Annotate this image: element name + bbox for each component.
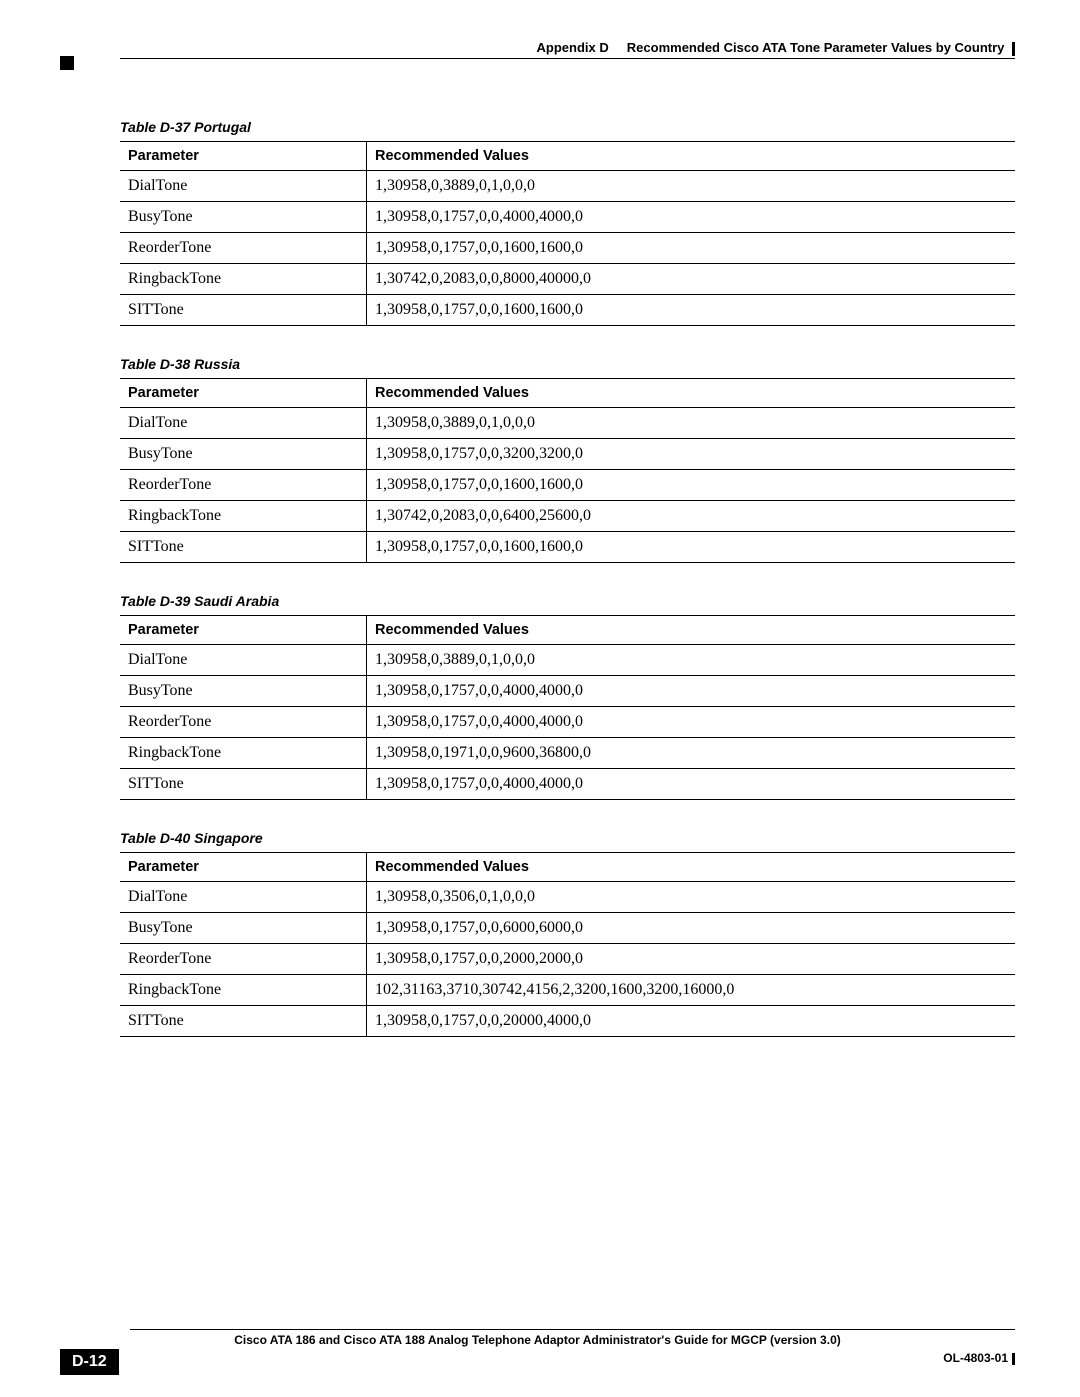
table-row: BusyTone1,30958,0,1757,0,0,4000,4000,0 (120, 201, 1015, 232)
table-caption: Table D-40 Singapore (120, 830, 1015, 846)
cell-parameter: BusyTone (120, 201, 367, 232)
table-row: SITTone1,30958,0,1757,0,0,4000,4000,0 (120, 768, 1015, 799)
table-row: RingbackTone102,31163,3710,30742,4156,2,… (120, 974, 1015, 1005)
cell-parameter: ReorderTone (120, 469, 367, 500)
cell-value: 1,30958,0,1757,0,0,6000,6000,0 (367, 912, 1016, 943)
table-caption: Table D-37 Portugal (120, 119, 1015, 135)
cell-value: 1,30742,0,2083,0,0,8000,40000,0 (367, 263, 1016, 294)
cell-parameter: RingbackTone (120, 974, 367, 1005)
table-row: ReorderTone1,30958,0,1757,0,0,1600,1600,… (120, 232, 1015, 263)
cell-value: 102,31163,3710,30742,4156,2,3200,1600,32… (367, 974, 1016, 1005)
cell-parameter: DialTone (120, 407, 367, 438)
cell-value: 1,30958,0,1757,0,0,2000,2000,0 (367, 943, 1016, 974)
cell-parameter: ReorderTone (120, 706, 367, 737)
cell-value: 1,30958,0,1757,0,0,1600,1600,0 (367, 469, 1016, 500)
col-header-parameter: Parameter (120, 378, 367, 407)
cell-parameter: RingbackTone (120, 737, 367, 768)
cell-parameter: BusyTone (120, 438, 367, 469)
cell-value: 1,30958,0,3889,0,1,0,0,0 (367, 407, 1016, 438)
page-header: Appendix D Recommended Cisco ATA Tone Pa… (120, 40, 1015, 59)
cell-parameter: DialTone (120, 170, 367, 201)
cell-value: 1,30958,0,1757,0,0,4000,4000,0 (367, 706, 1016, 737)
page-footer: Cisco ATA 186 and Cisco ATA 188 Analog T… (60, 1329, 1015, 1365)
cell-value: 1,30958,0,1757,0,0,1600,1600,0 (367, 531, 1016, 562)
table-row: SITTone1,30958,0,1757,0,0,20000,4000,0 (120, 1005, 1015, 1036)
decorative-marker (60, 56, 74, 70)
table-row: BusyTone1,30958,0,1757,0,0,4000,4000,0 (120, 675, 1015, 706)
col-header-values: Recommended Values (367, 852, 1016, 881)
table-row: DialTone1,30958,0,3889,0,1,0,0,0 (120, 407, 1015, 438)
col-header-parameter: Parameter (120, 852, 367, 881)
cell-parameter: ReorderTone (120, 232, 367, 263)
cell-parameter: BusyTone (120, 912, 367, 943)
parameter-table: ParameterRecommended ValuesDialTone1,309… (120, 852, 1015, 1037)
doc-id: OL-4803-01 (943, 1351, 1015, 1365)
table-row: DialTone1,30958,0,3889,0,1,0,0,0 (120, 170, 1015, 201)
cell-value: 1,30958,0,1757,0,0,4000,4000,0 (367, 768, 1016, 799)
cell-parameter: ReorderTone (120, 943, 367, 974)
col-header-values: Recommended Values (367, 141, 1016, 170)
cell-value: 1,30742,0,2083,0,0,6400,25600,0 (367, 500, 1016, 531)
cell-parameter: SITTone (120, 768, 367, 799)
cell-value: 1,30958,0,3889,0,1,0,0,0 (367, 170, 1016, 201)
header-end-mark (1012, 42, 1015, 56)
page-number: D-12 (60, 1349, 119, 1375)
cell-value: 1,30958,0,1757,0,0,4000,4000,0 (367, 201, 1016, 232)
tables-container: Table D-37 PortugalParameterRecommended … (120, 119, 1015, 1037)
table-row: ReorderTone1,30958,0,1757,0,0,1600,1600,… (120, 469, 1015, 500)
parameter-table: ParameterRecommended ValuesDialTone1,309… (120, 615, 1015, 800)
cell-parameter: RingbackTone (120, 263, 367, 294)
cell-parameter: RingbackTone (120, 500, 367, 531)
table-row: RingbackTone1,30742,0,2083,0,0,8000,4000… (120, 263, 1015, 294)
table-row: RingbackTone1,30958,0,1971,0,0,9600,3680… (120, 737, 1015, 768)
parameter-table: ParameterRecommended ValuesDialTone1,309… (120, 378, 1015, 563)
cell-parameter: SITTone (120, 294, 367, 325)
cell-value: 1,30958,0,1757,0,0,4000,4000,0 (367, 675, 1016, 706)
table-row: SITTone1,30958,0,1757,0,0,1600,1600,0 (120, 294, 1015, 325)
table-row: BusyTone1,30958,0,1757,0,0,6000,6000,0 (120, 912, 1015, 943)
table-row: ReorderTone1,30958,0,1757,0,0,2000,2000,… (120, 943, 1015, 974)
table-row: DialTone1,30958,0,3889,0,1,0,0,0 (120, 644, 1015, 675)
col-header-parameter: Parameter (120, 615, 367, 644)
cell-parameter: SITTone (120, 531, 367, 562)
cell-value: 1,30958,0,3506,0,1,0,0,0 (367, 881, 1016, 912)
appendix-title: Recommended Cisco ATA Tone Parameter Val… (627, 40, 1005, 55)
cell-parameter: DialTone (120, 644, 367, 675)
footer-guide: Cisco ATA 186 and Cisco ATA 188 Analog T… (60, 1333, 1015, 1347)
cell-parameter: SITTone (120, 1005, 367, 1036)
table-row: DialTone1,30958,0,3506,0,1,0,0,0 (120, 881, 1015, 912)
col-header-values: Recommended Values (367, 378, 1016, 407)
col-header-parameter: Parameter (120, 141, 367, 170)
parameter-table: ParameterRecommended ValuesDialTone1,309… (120, 141, 1015, 326)
cell-parameter: BusyTone (120, 675, 367, 706)
table-caption: Table D-38 Russia (120, 356, 1015, 372)
table-row: ReorderTone1,30958,0,1757,0,0,4000,4000,… (120, 706, 1015, 737)
cell-parameter: DialTone (120, 881, 367, 912)
cell-value: 1,30958,0,1757,0,0,1600,1600,0 (367, 232, 1016, 263)
cell-value: 1,30958,0,1757,0,0,20000,4000,0 (367, 1005, 1016, 1036)
appendix-label: Appendix D (537, 40, 609, 55)
cell-value: 1,30958,0,1757,0,0,1600,1600,0 (367, 294, 1016, 325)
col-header-values: Recommended Values (367, 615, 1016, 644)
table-row: SITTone1,30958,0,1757,0,0,1600,1600,0 (120, 531, 1015, 562)
table-row: RingbackTone1,30742,0,2083,0,0,6400,2560… (120, 500, 1015, 531)
table-row: BusyTone1,30958,0,1757,0,0,3200,3200,0 (120, 438, 1015, 469)
cell-value: 1,30958,0,1971,0,0,9600,36800,0 (367, 737, 1016, 768)
table-caption: Table D-39 Saudi Arabia (120, 593, 1015, 609)
cell-value: 1,30958,0,3889,0,1,0,0,0 (367, 644, 1016, 675)
cell-value: 1,30958,0,1757,0,0,3200,3200,0 (367, 438, 1016, 469)
